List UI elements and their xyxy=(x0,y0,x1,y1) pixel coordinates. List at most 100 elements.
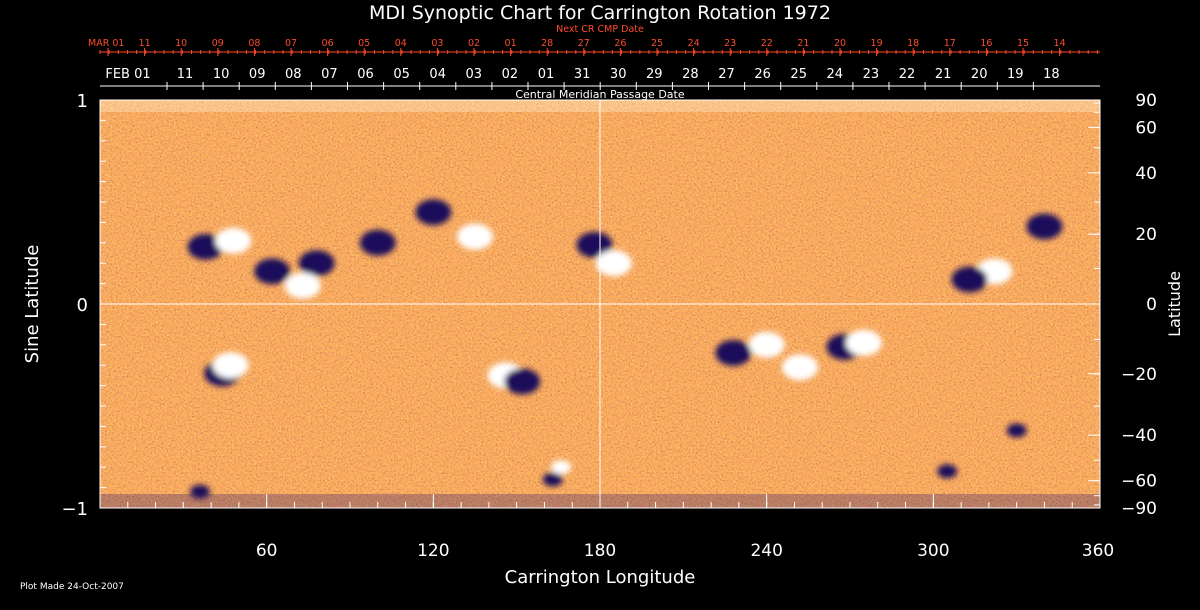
y2-tick-label: −90 xyxy=(1121,499,1157,519)
active-region-negative xyxy=(190,484,210,499)
active-region-negative xyxy=(1006,423,1027,438)
cmp-date-tick-label: 02 xyxy=(502,67,519,82)
y2-tick-label: 60 xyxy=(1135,118,1157,138)
cmp-date-tick-label: 01 xyxy=(538,67,555,82)
x-tick-label: 240 xyxy=(750,541,782,561)
plot-made-footer: Plot Made 24-Oct-2007 xyxy=(20,582,124,592)
active-region-positive xyxy=(748,331,785,358)
active-region-negative xyxy=(542,472,563,487)
cmp-date-tick-label: 28 xyxy=(682,67,699,82)
cmp-date-tick-label: 21 xyxy=(935,67,952,82)
active-region-negative xyxy=(1026,213,1063,240)
cmp-date-tick-label: 30 xyxy=(610,67,627,82)
next-cr-label: Next CR CMP Date xyxy=(556,24,644,35)
y2-axis-label: Latitude xyxy=(1165,271,1184,337)
cmp-date-tick-label: 07 xyxy=(321,67,338,82)
y2-tick-label: −20 xyxy=(1121,365,1157,385)
active-region-positive xyxy=(284,272,321,299)
next-cr-tick-label: 07 xyxy=(285,38,297,49)
y-axis-left: 1 0 −1 xyxy=(61,91,114,520)
next-cr-tick-label: 21 xyxy=(797,38,809,49)
active-region-positive xyxy=(551,460,572,475)
cmp-date-tick-label: 10 xyxy=(213,67,230,82)
active-region-positive xyxy=(215,227,252,254)
next-cr-tick-label: 02 xyxy=(468,38,480,49)
y-axis-right: 90 60 40 20 0 −20 −40 −60 −90 xyxy=(1088,91,1157,519)
y2-tick-label: 90 xyxy=(1135,91,1157,111)
cmp-date-tick-label: 09 xyxy=(249,67,266,82)
crosshair xyxy=(100,100,1100,508)
next-cr-tick-label: 03 xyxy=(431,38,443,49)
next-cr-ticks: MAR 01 11 10 09 08 07 06 05 04 03 02 01 28 27 26 25 24 23… xyxy=(88,38,1098,56)
next-cr-tick-label: 26 xyxy=(614,38,626,49)
next-cr-tick-label: 04 xyxy=(395,38,407,49)
x-tick-label: 120 xyxy=(417,541,449,561)
cmp-date-tick-label: 05 xyxy=(393,67,410,82)
cmp-date-tick-label: 24 xyxy=(827,67,844,82)
next-cr-tick-label: 14 xyxy=(1054,38,1066,49)
cmp-date-tick-label: 06 xyxy=(357,67,374,82)
x-tick-label: 360 xyxy=(1082,541,1114,561)
cmp-date-tick-label: 29 xyxy=(646,67,663,82)
cmp-date-ticks: FEB 01 11 10 09 08 07 06 05 04 03 02 01 31 30 29 28 27 26… xyxy=(105,67,1060,90)
active-region-negative xyxy=(504,368,541,395)
next-cr-tick-label: 28 xyxy=(541,38,553,49)
y-tick-label: −1 xyxy=(61,499,88,520)
cmp-date-tick-label: 23 xyxy=(863,67,880,82)
x-tick-label: 180 xyxy=(584,541,616,561)
active-region-positive xyxy=(212,352,249,379)
cmp-date-tick-label: 26 xyxy=(754,67,771,82)
next-cr-tick-label: 25 xyxy=(651,38,663,49)
active-region-negative xyxy=(937,464,958,479)
cmp-date-tick-label: 22 xyxy=(899,67,916,82)
x-axis: 60 120 180 240 300 360 xyxy=(127,494,1114,561)
cmp-date-tick-label: 31 xyxy=(574,67,591,82)
cmp-date-tick-label: 08 xyxy=(285,67,302,82)
cmp-date-tick-label: 27 xyxy=(718,67,735,82)
y2-tick-label: 40 xyxy=(1135,164,1157,184)
y-axis-label: Sine Latitude xyxy=(22,245,43,364)
next-cr-tick-label: 17 xyxy=(944,38,956,49)
active-region-negative xyxy=(951,266,988,293)
active-region-negative xyxy=(576,231,613,258)
cmp-date-tick-label: FEB 01 xyxy=(105,67,150,82)
next-cr-tick-label: 23 xyxy=(724,38,736,49)
next-cr-tick-label: 18 xyxy=(907,38,919,49)
cmp-date-tick-label: 11 xyxy=(177,67,194,82)
next-cr-tick-label: 19 xyxy=(871,38,883,49)
x-tick-label: 60 xyxy=(256,541,278,561)
active-region-positive xyxy=(457,223,493,250)
active-region-positive xyxy=(845,329,882,356)
active-region-negative xyxy=(715,339,752,366)
cmp-date-tick-label: 03 xyxy=(466,67,483,82)
next-cr-tick-label: 06 xyxy=(322,38,334,49)
cmp-date-label: Central Meridian Passage Date xyxy=(515,88,684,101)
x-tick-label: 300 xyxy=(917,541,949,561)
active-region-negative xyxy=(187,233,224,260)
next-cr-tick-label: 01 xyxy=(505,38,517,49)
active-region-negative xyxy=(254,258,291,285)
y-tick-label: 0 xyxy=(77,295,88,316)
cmp-date-tick-label: 04 xyxy=(429,67,446,82)
next-cr-tick-label: 08 xyxy=(248,38,260,49)
cmp-date-tick-label: 25 xyxy=(790,67,807,82)
next-cr-tick-label: 15 xyxy=(1017,38,1029,49)
active-region-negative xyxy=(359,229,396,256)
next-cr-tick-label: 10 xyxy=(175,38,187,49)
chart-title: MDI Synoptic Chart for Carrington Rotati… xyxy=(369,2,831,24)
active-region-negative xyxy=(298,250,335,277)
next-cr-tick-label: 27 xyxy=(578,38,590,49)
active-region-negative xyxy=(415,199,452,226)
next-cr-tick-label: 09 xyxy=(212,38,224,49)
y2-tick-label: −40 xyxy=(1121,426,1157,446)
active-region-positive xyxy=(782,354,818,381)
cmp-date-tick-label: 20 xyxy=(971,67,988,82)
y2-tick-label: 20 xyxy=(1135,225,1157,245)
y2-tick-label: 0 xyxy=(1146,295,1157,315)
cmp-date-tick-label: 18 xyxy=(1043,67,1060,82)
active-region-positive xyxy=(595,250,632,277)
next-cr-tick-label: 22 xyxy=(761,38,773,49)
next-cr-tick-label: 11 xyxy=(139,38,151,49)
y2-tick-label: −60 xyxy=(1121,472,1157,492)
